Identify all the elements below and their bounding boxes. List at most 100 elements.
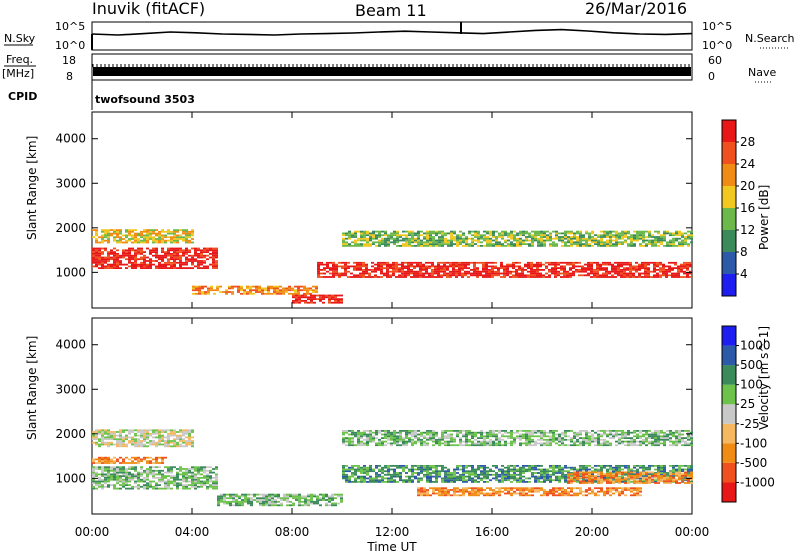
- echo-cell: [200, 256, 203, 259]
- echo-cell: [164, 230, 167, 233]
- echo-cell: [369, 438, 372, 441]
- echo-cell: [642, 245, 645, 247]
- echo-cell: [95, 429, 98, 432]
- echo-cell: [435, 468, 438, 471]
- echo-cell: [95, 458, 98, 461]
- echo-cell: [437, 270, 440, 273]
- echo-cell: [276, 285, 279, 288]
- echo-cell: [431, 265, 434, 268]
- echo-cell: [414, 431, 417, 434]
- echo-cell: [173, 265, 176, 268]
- echo-cell: [380, 261, 383, 264]
- echo-cell: [185, 249, 188, 252]
- echo-cell: [399, 473, 402, 476]
- echo-cell: [268, 495, 271, 498]
- echo-cell: [476, 261, 479, 264]
- echo-cell: [621, 468, 624, 471]
- echo-cell: [283, 495, 286, 498]
- echo-cell: [564, 475, 567, 478]
- echo-cell: [422, 269, 425, 271]
- echo-cell: [468, 433, 471, 436]
- echo-cell: [363, 479, 366, 482]
- echo-cell: [298, 298, 301, 300]
- echo-cell: [292, 300, 295, 302]
- echo-cell: [393, 472, 396, 474]
- echo-cell: [378, 440, 381, 443]
- echo-cell: [549, 440, 552, 443]
- velocity-echo-cells: [92, 429, 693, 507]
- echo-cell: [134, 239, 137, 242]
- echo-cell: [155, 443, 158, 446]
- echo-cell: [122, 460, 125, 463]
- echo-cell: [576, 237, 579, 240]
- echo-cell: [378, 239, 381, 242]
- echo-cell: [128, 471, 131, 474]
- echo-cell: [176, 241, 179, 244]
- echo-cell: [612, 230, 615, 233]
- echo-cell: [101, 256, 104, 259]
- echo-cell: [417, 239, 420, 242]
- echo-cell: [95, 462, 98, 464]
- echo-cell: [194, 480, 197, 483]
- echo-cell: [195, 292, 198, 295]
- echo-cell: [402, 239, 405, 242]
- echo-cell: [295, 497, 298, 500]
- echo-cell: [645, 245, 648, 247]
- echo-cell: [639, 232, 642, 235]
- echo-cell: [386, 269, 389, 271]
- echo-cell: [140, 458, 143, 461]
- echo-cell: [452, 270, 455, 273]
- echo-cell: [386, 261, 389, 264]
- echo-cell: [259, 502, 262, 505]
- echo-cell: [566, 270, 569, 273]
- echo-cell: [477, 241, 480, 244]
- echo-cell: [677, 274, 680, 277]
- echo-cell: [462, 237, 465, 240]
- echo-cell: [510, 430, 513, 432]
- echo-cell: [113, 239, 116, 242]
- echo-cell: [334, 301, 337, 304]
- echo-cell: [152, 477, 155, 479]
- echo-cell: [606, 239, 609, 242]
- echo-cell: [197, 256, 200, 259]
- echo-cell: [531, 431, 534, 434]
- echo-cell: [152, 473, 155, 476]
- echo-cell: [170, 236, 173, 239]
- echo-cell: [518, 269, 521, 271]
- echo-cell: [220, 499, 223, 501]
- echo-cell: [495, 466, 498, 469]
- echo-cell: [95, 265, 98, 268]
- echo-cell: [292, 296, 295, 299]
- echo-cell: [198, 292, 201, 295]
- echo-cell: [255, 287, 258, 290]
- echo-cell: [323, 267, 326, 269]
- echo-cell: [206, 482, 209, 485]
- echo-cell: [366, 442, 369, 445]
- echo-cell: [396, 431, 399, 434]
- echo-cell: [405, 465, 408, 467]
- echo-cell: [432, 435, 435, 438]
- echo-cell: [128, 475, 131, 477]
- echo-cell: [158, 263, 161, 266]
- echo-cell: [134, 475, 137, 477]
- echo-cell: [432, 481, 435, 483]
- echo-cell: [134, 469, 137, 472]
- nsky-series-line: [91, 28, 693, 36]
- echo-cell: [384, 477, 387, 480]
- echo-cell: [609, 237, 612, 240]
- echo-cell: [452, 263, 455, 266]
- echo-cell: [498, 468, 501, 471]
- echo-cell: [356, 267, 359, 269]
- echo-cell: [486, 444, 489, 447]
- echo-cell: [680, 263, 683, 266]
- echo-cell: [486, 237, 489, 240]
- echo-cell: [146, 267, 149, 269]
- echo-cell: [450, 475, 453, 478]
- echo-cell: [371, 265, 374, 268]
- echo-cell: [113, 436, 116, 439]
- echo-cell: [635, 265, 638, 268]
- echo-cell: [98, 254, 101, 257]
- echo-cell: [486, 236, 489, 238]
- echo-cell: [110, 458, 113, 461]
- echo-cell: [185, 263, 188, 266]
